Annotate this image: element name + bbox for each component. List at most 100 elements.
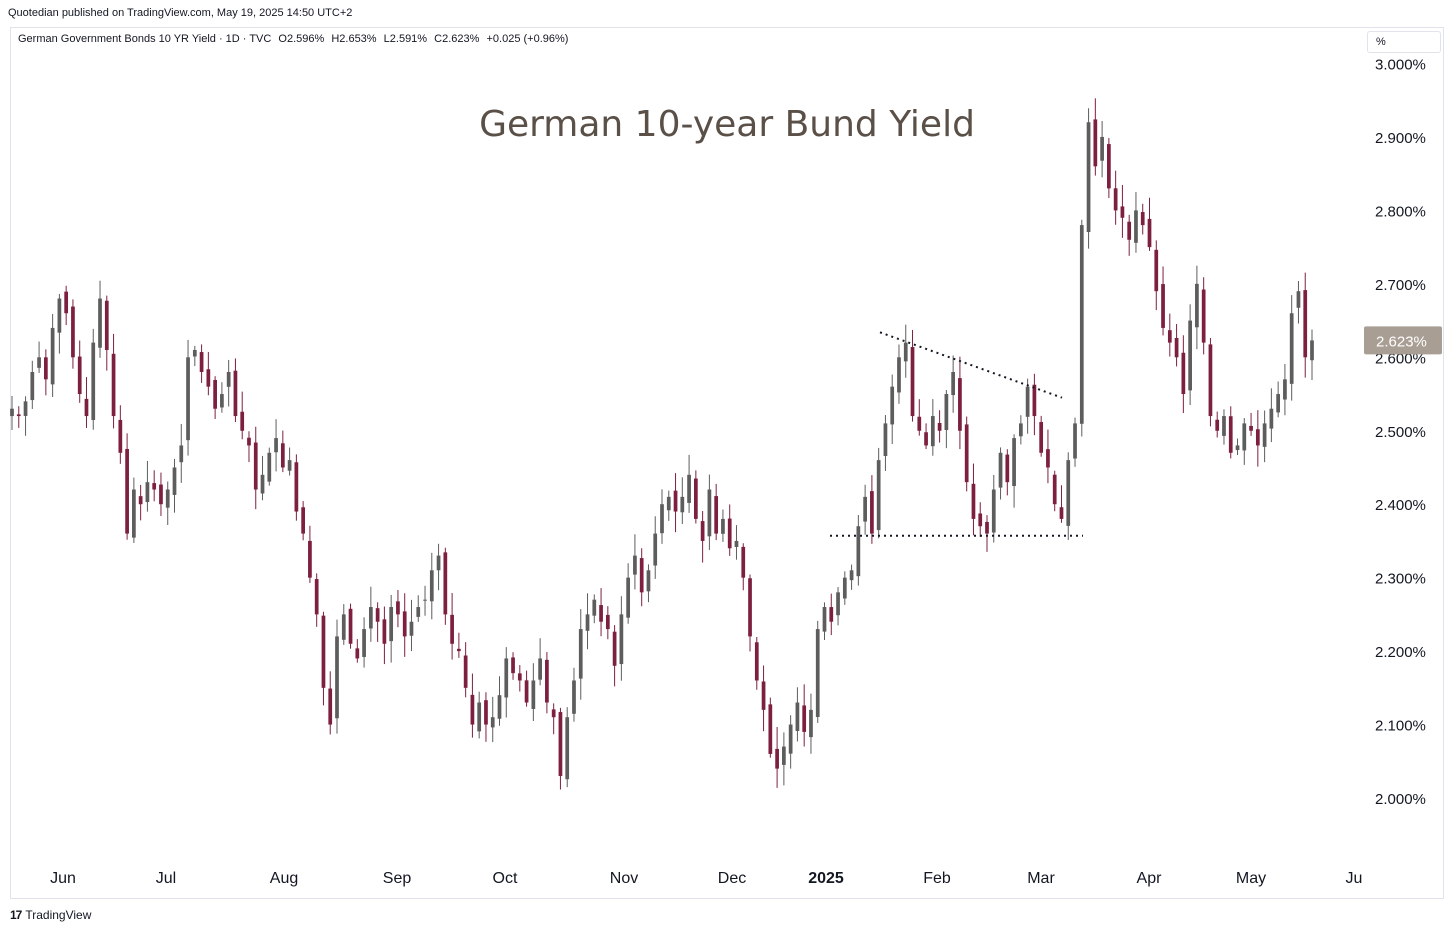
candle-body [1283, 379, 1287, 400]
candle-body [240, 411, 245, 431]
candle-body [497, 695, 502, 719]
candle-body [673, 490, 678, 512]
candle-body [890, 386, 895, 425]
candle-body [274, 438, 278, 453]
candle-body [727, 518, 732, 549]
candle-body [944, 394, 949, 431]
price-scale-unit-button[interactable]: % [1367, 31, 1441, 53]
candle-body [917, 416, 922, 431]
candle-body [199, 352, 204, 372]
candle-body [192, 349, 197, 357]
candle-body [1107, 144, 1111, 189]
candle-body [1289, 313, 1294, 384]
candle-body [1255, 429, 1260, 446]
candle-body [1140, 212, 1145, 226]
candle-body [822, 607, 827, 632]
candle-body [653, 533, 658, 566]
candle-body [734, 540, 739, 548]
legend-symbol: German Government Bonds 10 YR Yield · 1D… [18, 33, 272, 45]
candle-body [355, 648, 360, 659]
candle-body [626, 577, 631, 618]
candle-body [396, 601, 400, 615]
candle-body [991, 489, 996, 533]
x-tick-label: Aug [270, 870, 298, 887]
candle-body [1188, 320, 1192, 391]
candle-body [951, 371, 956, 396]
candle-body [186, 357, 190, 441]
candle-body [226, 371, 231, 387]
candle-body [693, 478, 698, 519]
candle-body [104, 300, 109, 350]
chart-frame[interactable] [10, 27, 1444, 899]
legend-low: L2.591% [383, 33, 428, 45]
candle-body [233, 370, 238, 417]
candle-body [1147, 218, 1152, 248]
candle-body [646, 570, 651, 592]
candle-body [842, 577, 847, 599]
candle-body [321, 615, 326, 688]
candle-body [903, 342, 908, 362]
candle-body [1242, 423, 1247, 451]
candle-body [125, 448, 129, 534]
candle-body [524, 680, 529, 703]
x-tick-label: May [1236, 870, 1266, 887]
candle-body [1134, 210, 1138, 243]
candle-body [551, 709, 556, 718]
candle-body [328, 688, 333, 725]
candle-body [220, 394, 224, 408]
candle-body [856, 526, 861, 577]
candle-body [314, 579, 319, 615]
x-tick-label: Oct [493, 870, 518, 887]
candle-body [700, 521, 705, 541]
candle-body [531, 680, 536, 709]
candle-body [836, 592, 840, 616]
candle-body [1303, 290, 1308, 358]
candle-body [1059, 507, 1064, 519]
candle-body [897, 357, 901, 393]
candle-body [578, 629, 583, 679]
candle-body [599, 605, 603, 622]
candle-body [490, 717, 495, 728]
candle-body [1154, 249, 1159, 292]
candle-body [132, 489, 136, 538]
candle-body [978, 513, 983, 527]
candle-body [450, 614, 454, 644]
candle-body [138, 496, 143, 505]
candle-body [971, 483, 976, 519]
candle-body [348, 608, 353, 644]
candle-body [165, 489, 170, 508]
candle-body [1113, 188, 1118, 211]
x-tick-label: Dec [718, 870, 746, 887]
y-tick-label: 2.000% [1375, 791, 1426, 808]
candle-body [1228, 416, 1233, 453]
candle-body [1025, 386, 1030, 417]
x-tick-label: Jun [50, 870, 76, 887]
candle-body [23, 401, 28, 416]
candle-body [382, 619, 387, 644]
candle-body [294, 462, 299, 512]
x-tick-label: Feb [923, 870, 951, 887]
candle-body [260, 474, 265, 494]
candle-body [308, 540, 312, 578]
candle-body [545, 659, 549, 703]
candle-body [1093, 119, 1098, 167]
candle-body [280, 443, 285, 468]
candle-body [253, 442, 258, 490]
candle-body [605, 614, 610, 630]
x-tick-label: Jul [156, 870, 176, 887]
candle-body [423, 599, 427, 601]
candle-body [30, 371, 35, 401]
candle-body [179, 445, 184, 463]
x-tick-label: Apr [1137, 870, 1163, 887]
candle-body [795, 702, 800, 731]
candle-body [375, 608, 380, 622]
candle-body [91, 342, 96, 420]
candle-body [572, 680, 576, 714]
resistance-trendline [879, 331, 1063, 399]
y-tick-label: 2.200% [1375, 644, 1426, 661]
tradingview-footer[interactable]: 17 TradingView [10, 908, 91, 922]
candle-body [470, 694, 475, 725]
candle-body [538, 658, 542, 680]
candle-body [1052, 474, 1057, 505]
